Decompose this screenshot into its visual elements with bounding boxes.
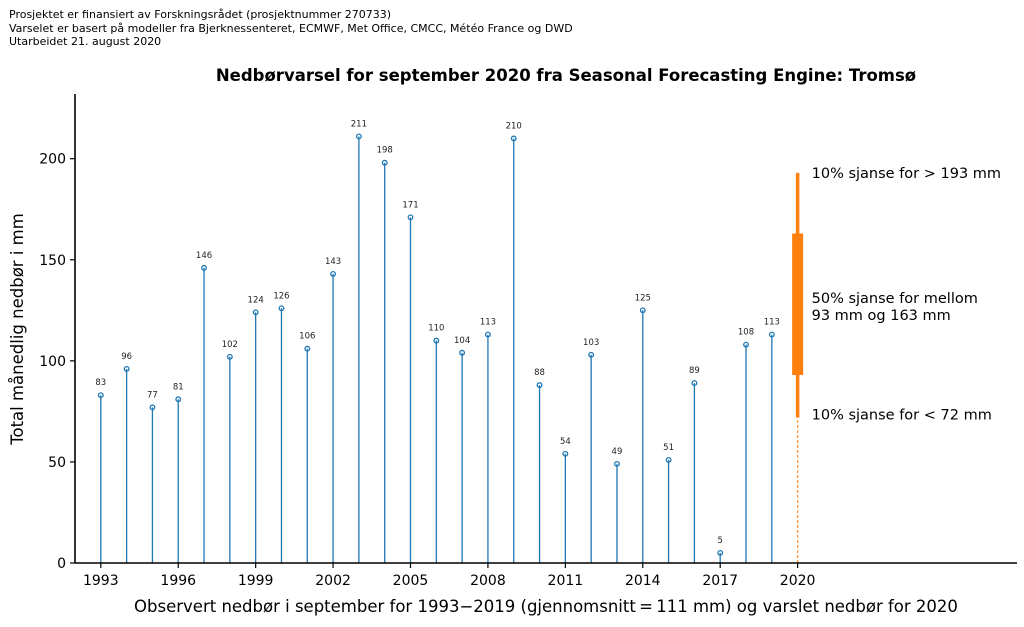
data-label: 103 bbox=[583, 338, 599, 348]
data-label: 89 bbox=[689, 366, 700, 376]
stem-marker bbox=[278, 305, 285, 312]
stem-marker bbox=[252, 309, 259, 316]
stem-marker bbox=[510, 135, 517, 142]
y-tick-label: 100 bbox=[39, 354, 66, 370]
x-tick-label: 2011 bbox=[548, 573, 584, 589]
plot-area: 83 96 77 81 146 102 124 126 106 143 211 198 171 110 10… bbox=[95, 119, 804, 563]
credit-models: Varselet er basert på modeller fra Bjerk… bbox=[9, 21, 573, 35]
annotation-middle-1: 50% sjanse for mellom bbox=[812, 291, 978, 307]
data-label: 125 bbox=[635, 293, 651, 303]
x-axis-label: Observert nedbør i september for 1993−20… bbox=[134, 597, 958, 616]
stem-marker bbox=[433, 337, 440, 344]
stem-marker bbox=[201, 264, 207, 271]
stem-marker bbox=[536, 382, 543, 389]
annotation-upper: 10% sjanse for > 193 mm bbox=[812, 166, 1001, 182]
y-tick-label: 150 bbox=[39, 253, 66, 269]
x-tick-label: 2020 bbox=[780, 573, 816, 589]
stem-marker bbox=[459, 349, 466, 356]
axes: 0 50 100 150 200 1993 1996 1999 2002 2005 2008 2011… bbox=[39, 94, 1017, 589]
annotation-middle-2: 93 mm og 163 mm bbox=[812, 308, 951, 324]
stem-marker bbox=[768, 331, 775, 338]
stem-marker bbox=[484, 331, 491, 338]
x-tick-label: 2014 bbox=[625, 573, 661, 589]
data-label: 113 bbox=[764, 318, 780, 328]
stem-marker bbox=[614, 460, 620, 467]
stem-marker bbox=[743, 341, 749, 348]
y-axis-label: Total månedlig nedbør i mm bbox=[8, 213, 27, 446]
data-label: 108 bbox=[738, 328, 754, 338]
stem-marker bbox=[691, 380, 698, 387]
x-tick-label: 2002 bbox=[315, 573, 351, 589]
data-label: 211 bbox=[351, 119, 367, 129]
forecast-box bbox=[792, 233, 804, 375]
stem-marker bbox=[717, 549, 724, 556]
x-tick-label: 1996 bbox=[160, 573, 196, 589]
x-tick-label: 1999 bbox=[238, 573, 274, 589]
y-tick-label: 0 bbox=[57, 556, 66, 572]
data-label: 88 bbox=[534, 368, 545, 378]
stem-marker bbox=[665, 456, 672, 463]
data-label: 83 bbox=[95, 378, 106, 388]
x-tick-label: 2005 bbox=[393, 573, 429, 589]
data-label: 143 bbox=[325, 257, 341, 267]
chart-title: Nedbørvarsel for september 2020 fra Seas… bbox=[216, 66, 916, 85]
stem-marker bbox=[97, 392, 104, 399]
stem-marker bbox=[175, 396, 182, 403]
data-label: 106 bbox=[299, 332, 315, 342]
stem-marker bbox=[381, 159, 388, 166]
data-label: 49 bbox=[612, 447, 623, 457]
stem-marker bbox=[562, 450, 569, 457]
stem-marker bbox=[407, 214, 414, 221]
data-label: 113 bbox=[480, 318, 496, 328]
credit-date: Utarbeidet 21. august 2020 bbox=[9, 35, 162, 48]
y-tick-label: 50 bbox=[48, 455, 66, 471]
stem-marker bbox=[123, 365, 130, 372]
data-label: 146 bbox=[196, 251, 212, 261]
x-tick-label: 2017 bbox=[702, 573, 738, 589]
forecast-annotations: 10% sjanse for > 193 mm 50% sjanse for me… bbox=[812, 166, 1001, 424]
data-label: 110 bbox=[428, 324, 444, 334]
stem-marker bbox=[639, 307, 646, 314]
data-label: 104 bbox=[454, 336, 470, 346]
data-label: 171 bbox=[402, 200, 418, 210]
x-tick-label: 2008 bbox=[470, 573, 506, 589]
data-label: 198 bbox=[377, 146, 393, 156]
stem-marker bbox=[588, 351, 595, 358]
credits-block: Prosjektet er finansiert av Forskningsrå… bbox=[9, 8, 573, 49]
data-label: 81 bbox=[173, 382, 184, 392]
data-label: 77 bbox=[147, 390, 158, 400]
x-tick-label: 1993 bbox=[83, 573, 119, 589]
stem-marker bbox=[330, 270, 337, 277]
data-label: 5 bbox=[717, 536, 722, 546]
stem-marker bbox=[149, 404, 156, 411]
data-label: 51 bbox=[663, 443, 674, 453]
data-label: 96 bbox=[121, 352, 132, 362]
annotation-lower: 10% sjanse for < 72 mm bbox=[812, 407, 992, 423]
data-label: 102 bbox=[222, 340, 238, 350]
data-label: 54 bbox=[560, 437, 571, 447]
data-label: 126 bbox=[273, 291, 289, 301]
credit-funding: Prosjektet er finansiert av Forskningsrå… bbox=[9, 8, 392, 21]
data-label: 210 bbox=[506, 121, 522, 131]
stem-marker bbox=[226, 353, 233, 360]
data-label: 124 bbox=[248, 295, 264, 305]
stem-marker bbox=[304, 345, 311, 352]
stem-marker bbox=[355, 133, 362, 140]
y-tick-label: 200 bbox=[39, 152, 66, 168]
